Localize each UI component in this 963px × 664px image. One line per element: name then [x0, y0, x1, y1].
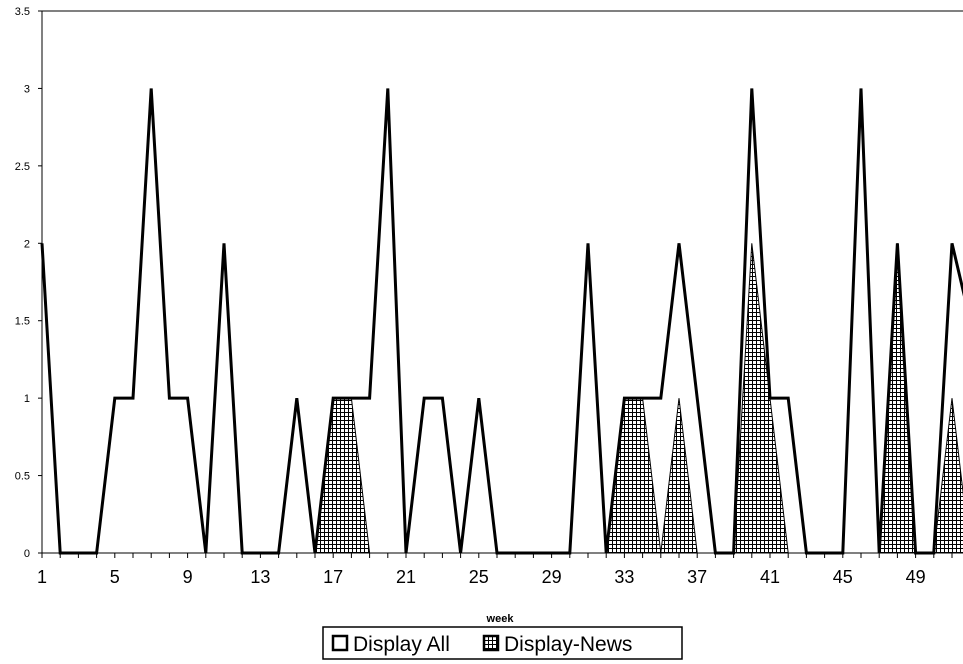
legend-swatch-display-news: [482, 634, 500, 652]
axes: 0 0.5 1 1.5 2 2.5 3 3.5 1 5 9 13 17 21 25 29 33 37 41 45 49: [15, 6, 963, 587]
x-tick-label: 1: [37, 567, 47, 587]
legend-label-display-news: Display-News: [504, 633, 632, 656]
y-tick-label: 0: [24, 548, 30, 560]
plot-area: [40, 88, 963, 555]
x-tick-label: 5: [110, 567, 120, 587]
y-tick-label: 3.5: [15, 6, 30, 18]
x-tick-label: 37: [687, 567, 707, 587]
y-tick-label: 0.5: [15, 471, 30, 483]
x-tick-label: 29: [542, 567, 562, 587]
y-tick-label: 1.5: [15, 316, 30, 328]
x-tick-label: 21: [396, 567, 416, 587]
legend: Display All Display-News: [322, 626, 683, 660]
x-tick-label: 13: [250, 567, 270, 587]
legend-label-display-all: Display All: [353, 633, 450, 656]
x-tick-label: 9: [183, 567, 193, 587]
x-tick-label: 17: [323, 567, 343, 587]
y-tick-label: 1: [24, 393, 30, 405]
y-tick-label: 2.5: [15, 161, 30, 173]
x-tick-label: 45: [833, 567, 853, 587]
x-tick-label: 41: [760, 567, 780, 587]
legend-swatch-display-all: [331, 634, 349, 652]
y-tick-label: 2: [24, 238, 30, 250]
x-axis-label: week: [486, 613, 515, 625]
series-line-display-all: [40, 88, 963, 555]
x-tick-label: 33: [614, 567, 634, 587]
y-tick-label: 3: [24, 83, 30, 95]
x-tick-label: 25: [469, 567, 489, 587]
x-tick-label: 49: [906, 567, 926, 587]
legend-box: [322, 626, 683, 660]
